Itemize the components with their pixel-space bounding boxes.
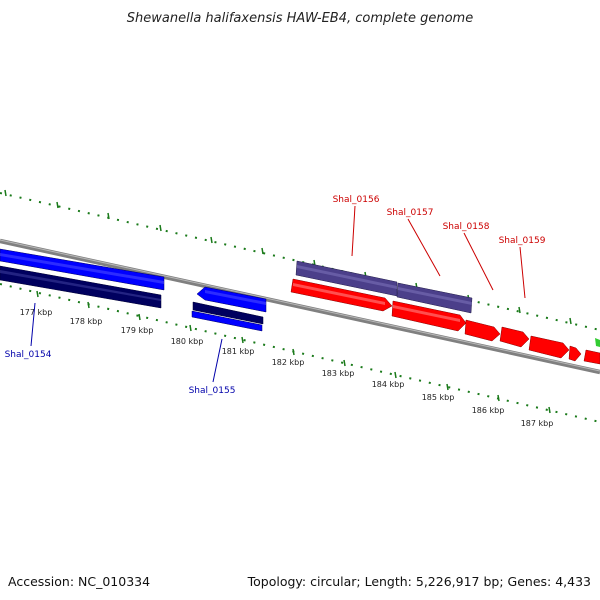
tick-label: 186 kbp [472,406,505,415]
genome-summary: Topology: circular; Length: 5,226,917 bp… [247,574,591,589]
gene-feature[interactable] [595,338,600,347]
gene-label[interactable]: Shal_0156 [333,195,380,205]
tick-label: 178 kbp [70,317,103,326]
cds-feature[interactable] [191,310,263,332]
tick-label: 187 kbp [521,419,554,428]
gene-label[interactable]: Shal_0154 [5,350,52,360]
tick-label: 181 kbp [222,347,255,356]
cds-feature[interactable] [464,319,501,342]
tick-label: 182 kbp [272,358,305,367]
gene-label[interactable]: Shal_0157 [387,208,434,218]
gene-label[interactable]: Shal_0158 [443,222,490,232]
inner-tick-ring [0,283,600,423]
gene-label[interactable]: Shal_0155 [189,386,236,396]
gene-feature[interactable] [396,282,473,314]
gene-leader-lines [30,205,526,383]
tick-labels: 177 kbp 178 kbp 179 kbp 180 kbp 181 kbp … [20,308,554,428]
tick-label: 177 kbp [20,308,53,317]
genome-backbone [0,238,600,375]
tick-label: 179 kbp [121,326,154,335]
tick-label: 180 kbp [171,337,204,346]
gene-labels: Shal_0154 Shal_0155 Shal_0156 Shal_0157 … [5,195,546,396]
map-title: Shewanella halifaxensis HAW-EB4, complet… [127,11,473,26]
tick-label: 185 kbp [422,393,455,402]
accession-label: Accession: NC_010334 [8,574,150,589]
cds-feature[interactable] [499,326,530,348]
cds-feature[interactable] [528,335,570,359]
tick-label: 183 kbp [322,369,355,378]
gene-label[interactable]: Shal_0159 [499,236,546,246]
reverse-strand-features [0,248,267,332]
cds-feature[interactable] [568,345,582,362]
gene-feature[interactable] [192,301,264,325]
forward-strand-features [290,260,600,365]
cds-feature[interactable] [583,349,600,365]
cds-feature[interactable] [391,300,467,332]
tick-label: 184 kbp [372,380,405,389]
